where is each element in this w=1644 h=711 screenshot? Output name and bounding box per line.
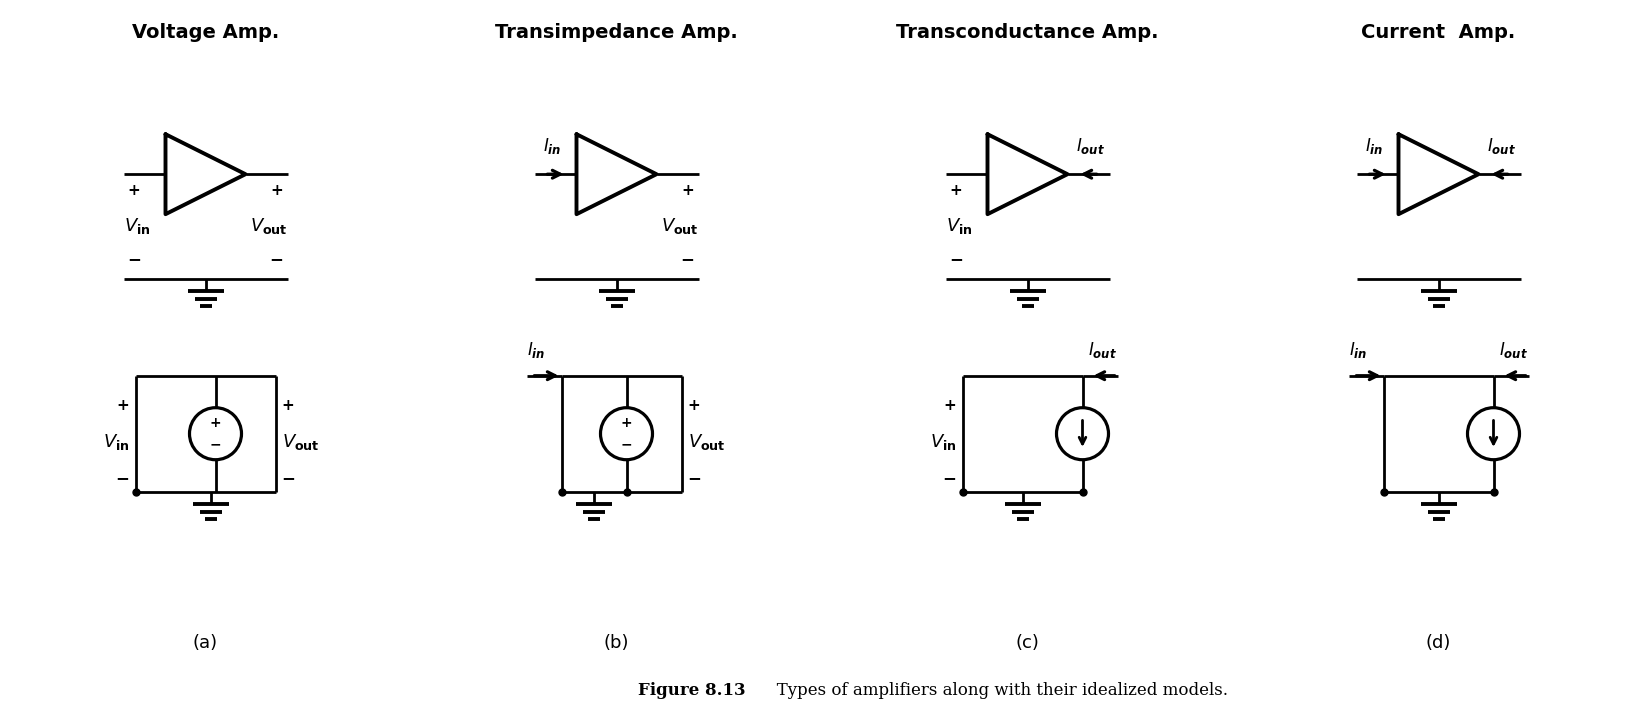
Text: −: − bbox=[621, 438, 633, 451]
Text: $V_{\mathregular{out}}$: $V_{\mathregular{out}}$ bbox=[281, 432, 319, 451]
Text: Transconductance Amp.: Transconductance Amp. bbox=[896, 23, 1159, 42]
Text: $I_{\mathregular{in}}$: $I_{\mathregular{in}}$ bbox=[543, 137, 561, 156]
Text: $V_{\mathregular{in}}$: $V_{\mathregular{in}}$ bbox=[945, 216, 972, 236]
Text: −: − bbox=[281, 469, 296, 487]
Text: −: − bbox=[210, 438, 222, 451]
Text: $I_{\mathregular{out}}$: $I_{\mathregular{out}}$ bbox=[1499, 340, 1529, 360]
Text: +: + bbox=[117, 398, 130, 413]
Text: $V_{\mathregular{in}}$: $V_{\mathregular{in}}$ bbox=[123, 216, 150, 236]
Text: +: + bbox=[281, 398, 294, 413]
Text: (b): (b) bbox=[603, 634, 630, 653]
Text: Types of amplifiers along with their idealized models.: Types of amplifiers along with their ide… bbox=[761, 683, 1228, 700]
Text: $I_{\mathregular{in}}$: $I_{\mathregular{in}}$ bbox=[526, 340, 544, 360]
Text: $I_{\mathregular{out}}$: $I_{\mathregular{out}}$ bbox=[1088, 340, 1118, 360]
Text: $I_{\mathregular{in}}$: $I_{\mathregular{in}}$ bbox=[1365, 137, 1383, 156]
Text: −: − bbox=[687, 469, 702, 487]
Text: +: + bbox=[950, 183, 962, 198]
Text: −: − bbox=[942, 469, 957, 487]
Text: Current  Amp.: Current Amp. bbox=[1361, 23, 1516, 42]
Text: −: − bbox=[681, 250, 694, 268]
Text: $V_{\mathregular{in}}$: $V_{\mathregular{in}}$ bbox=[104, 432, 130, 451]
Text: $V_{\mathregular{out}}$: $V_{\mathregular{out}}$ bbox=[661, 216, 699, 236]
Text: +: + bbox=[621, 416, 633, 429]
Text: −: − bbox=[950, 250, 963, 268]
Text: +: + bbox=[944, 398, 957, 413]
Text: $I_{\mathregular{out}}$: $I_{\mathregular{out}}$ bbox=[1488, 137, 1516, 156]
Text: +: + bbox=[210, 416, 222, 429]
Text: Figure 8.13: Figure 8.13 bbox=[638, 683, 745, 700]
Text: $V_{\mathregular{out}}$: $V_{\mathregular{out}}$ bbox=[687, 432, 725, 451]
Text: −: − bbox=[270, 250, 283, 268]
Text: +: + bbox=[682, 183, 694, 198]
Text: +: + bbox=[128, 183, 140, 198]
Text: +: + bbox=[687, 398, 700, 413]
Text: $V_{\mathregular{out}}$: $V_{\mathregular{out}}$ bbox=[250, 216, 288, 236]
Text: +: + bbox=[271, 183, 283, 198]
Text: $V_{\mathregular{in}}$: $V_{\mathregular{in}}$ bbox=[931, 432, 957, 451]
Text: $I_{\mathregular{in}}$: $I_{\mathregular{in}}$ bbox=[1348, 340, 1366, 360]
Text: Voltage Amp.: Voltage Amp. bbox=[132, 23, 279, 42]
Text: (c): (c) bbox=[1016, 634, 1039, 653]
Text: Transimpedance Amp.: Transimpedance Amp. bbox=[495, 23, 738, 42]
Text: (a): (a) bbox=[192, 634, 219, 653]
Text: (d): (d) bbox=[1425, 634, 1452, 653]
Text: −: − bbox=[128, 250, 141, 268]
Text: −: − bbox=[115, 469, 130, 487]
Text: $I_{\mathregular{out}}$: $I_{\mathregular{out}}$ bbox=[1077, 137, 1105, 156]
